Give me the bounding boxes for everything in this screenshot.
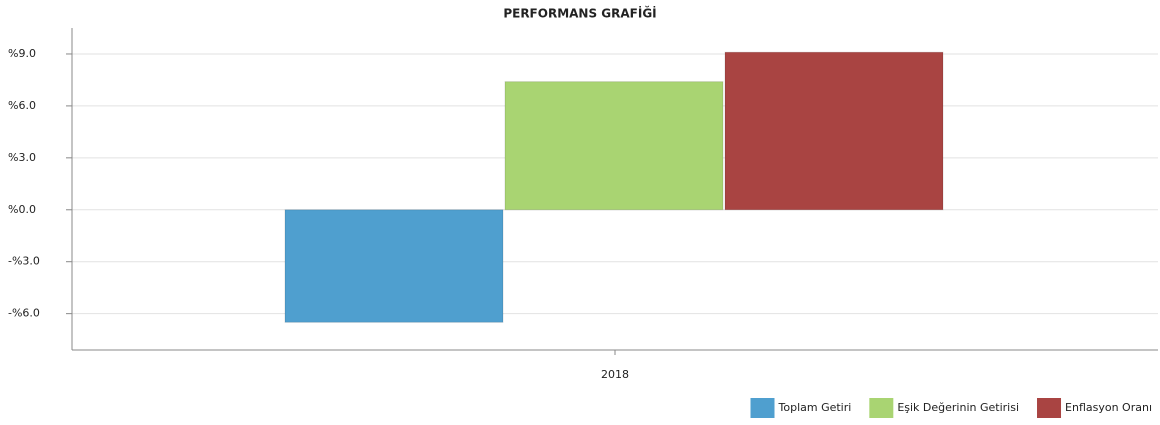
y-tick-label: %9.0 xyxy=(8,47,36,60)
bar xyxy=(504,81,724,211)
x-tick-label: 2018 xyxy=(601,368,629,381)
y-tick-label: -%3.0 xyxy=(8,255,40,268)
legend-swatch xyxy=(1037,398,1062,418)
y-tick-label: -%6.0 xyxy=(8,307,40,320)
y-tick-label: %3.0 xyxy=(8,151,36,164)
legend-swatch xyxy=(869,398,894,418)
bar xyxy=(724,51,944,211)
legend-label: Toplam Getiri xyxy=(778,401,852,414)
y-tick-label: %6.0 xyxy=(8,99,36,112)
legend-label: Eşik Değerinin Getirisi xyxy=(897,401,1019,414)
legend-label: Enflasyon Oranı xyxy=(1065,401,1152,414)
y-tick-label: %0.0 xyxy=(8,203,36,216)
legend-swatch xyxy=(750,398,775,418)
bar xyxy=(284,209,504,323)
chart-title: PERFORMANS GRAFİĞİ xyxy=(503,6,656,21)
